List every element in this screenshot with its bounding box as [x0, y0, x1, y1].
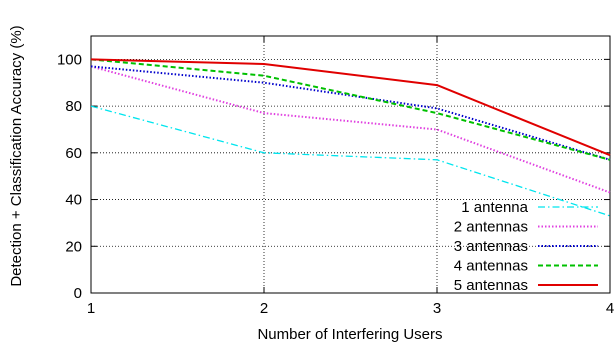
x-tick-label: 3	[433, 300, 441, 317]
y-tick-label: 80	[65, 98, 82, 115]
y-axis-label: Detection + Classification Accuracy (%)	[8, 25, 25, 286]
legend-label: 1 antenna	[461, 199, 528, 216]
series-line-3	[91, 66, 610, 159]
legend-label: 5 antennas	[454, 277, 528, 294]
y-tick-label: 100	[57, 51, 82, 68]
x-axis: 1 2 3 4	[87, 36, 614, 317]
x-tick-label: 2	[260, 300, 268, 317]
legend-label: 3 antennas	[454, 238, 528, 255]
series-lines	[91, 59, 610, 216]
legend-label: 2 antennas	[454, 219, 528, 236]
series-line-2	[91, 66, 610, 192]
legend: 1 antenna 2 antennas 3 antennas 4 antennas 5…	[454, 199, 598, 294]
legend-label: 4 antennas	[454, 258, 528, 275]
y-tick-label: 40	[65, 192, 82, 209]
x-tick-label: 4	[606, 300, 614, 317]
x-axis-label: Number of Interfering Users	[257, 326, 442, 343]
y-tick-label: 20	[65, 238, 82, 255]
y-tick-label: 60	[65, 145, 82, 162]
y-tick-label: 0	[74, 285, 82, 302]
x-tick-label: 1	[87, 300, 95, 317]
